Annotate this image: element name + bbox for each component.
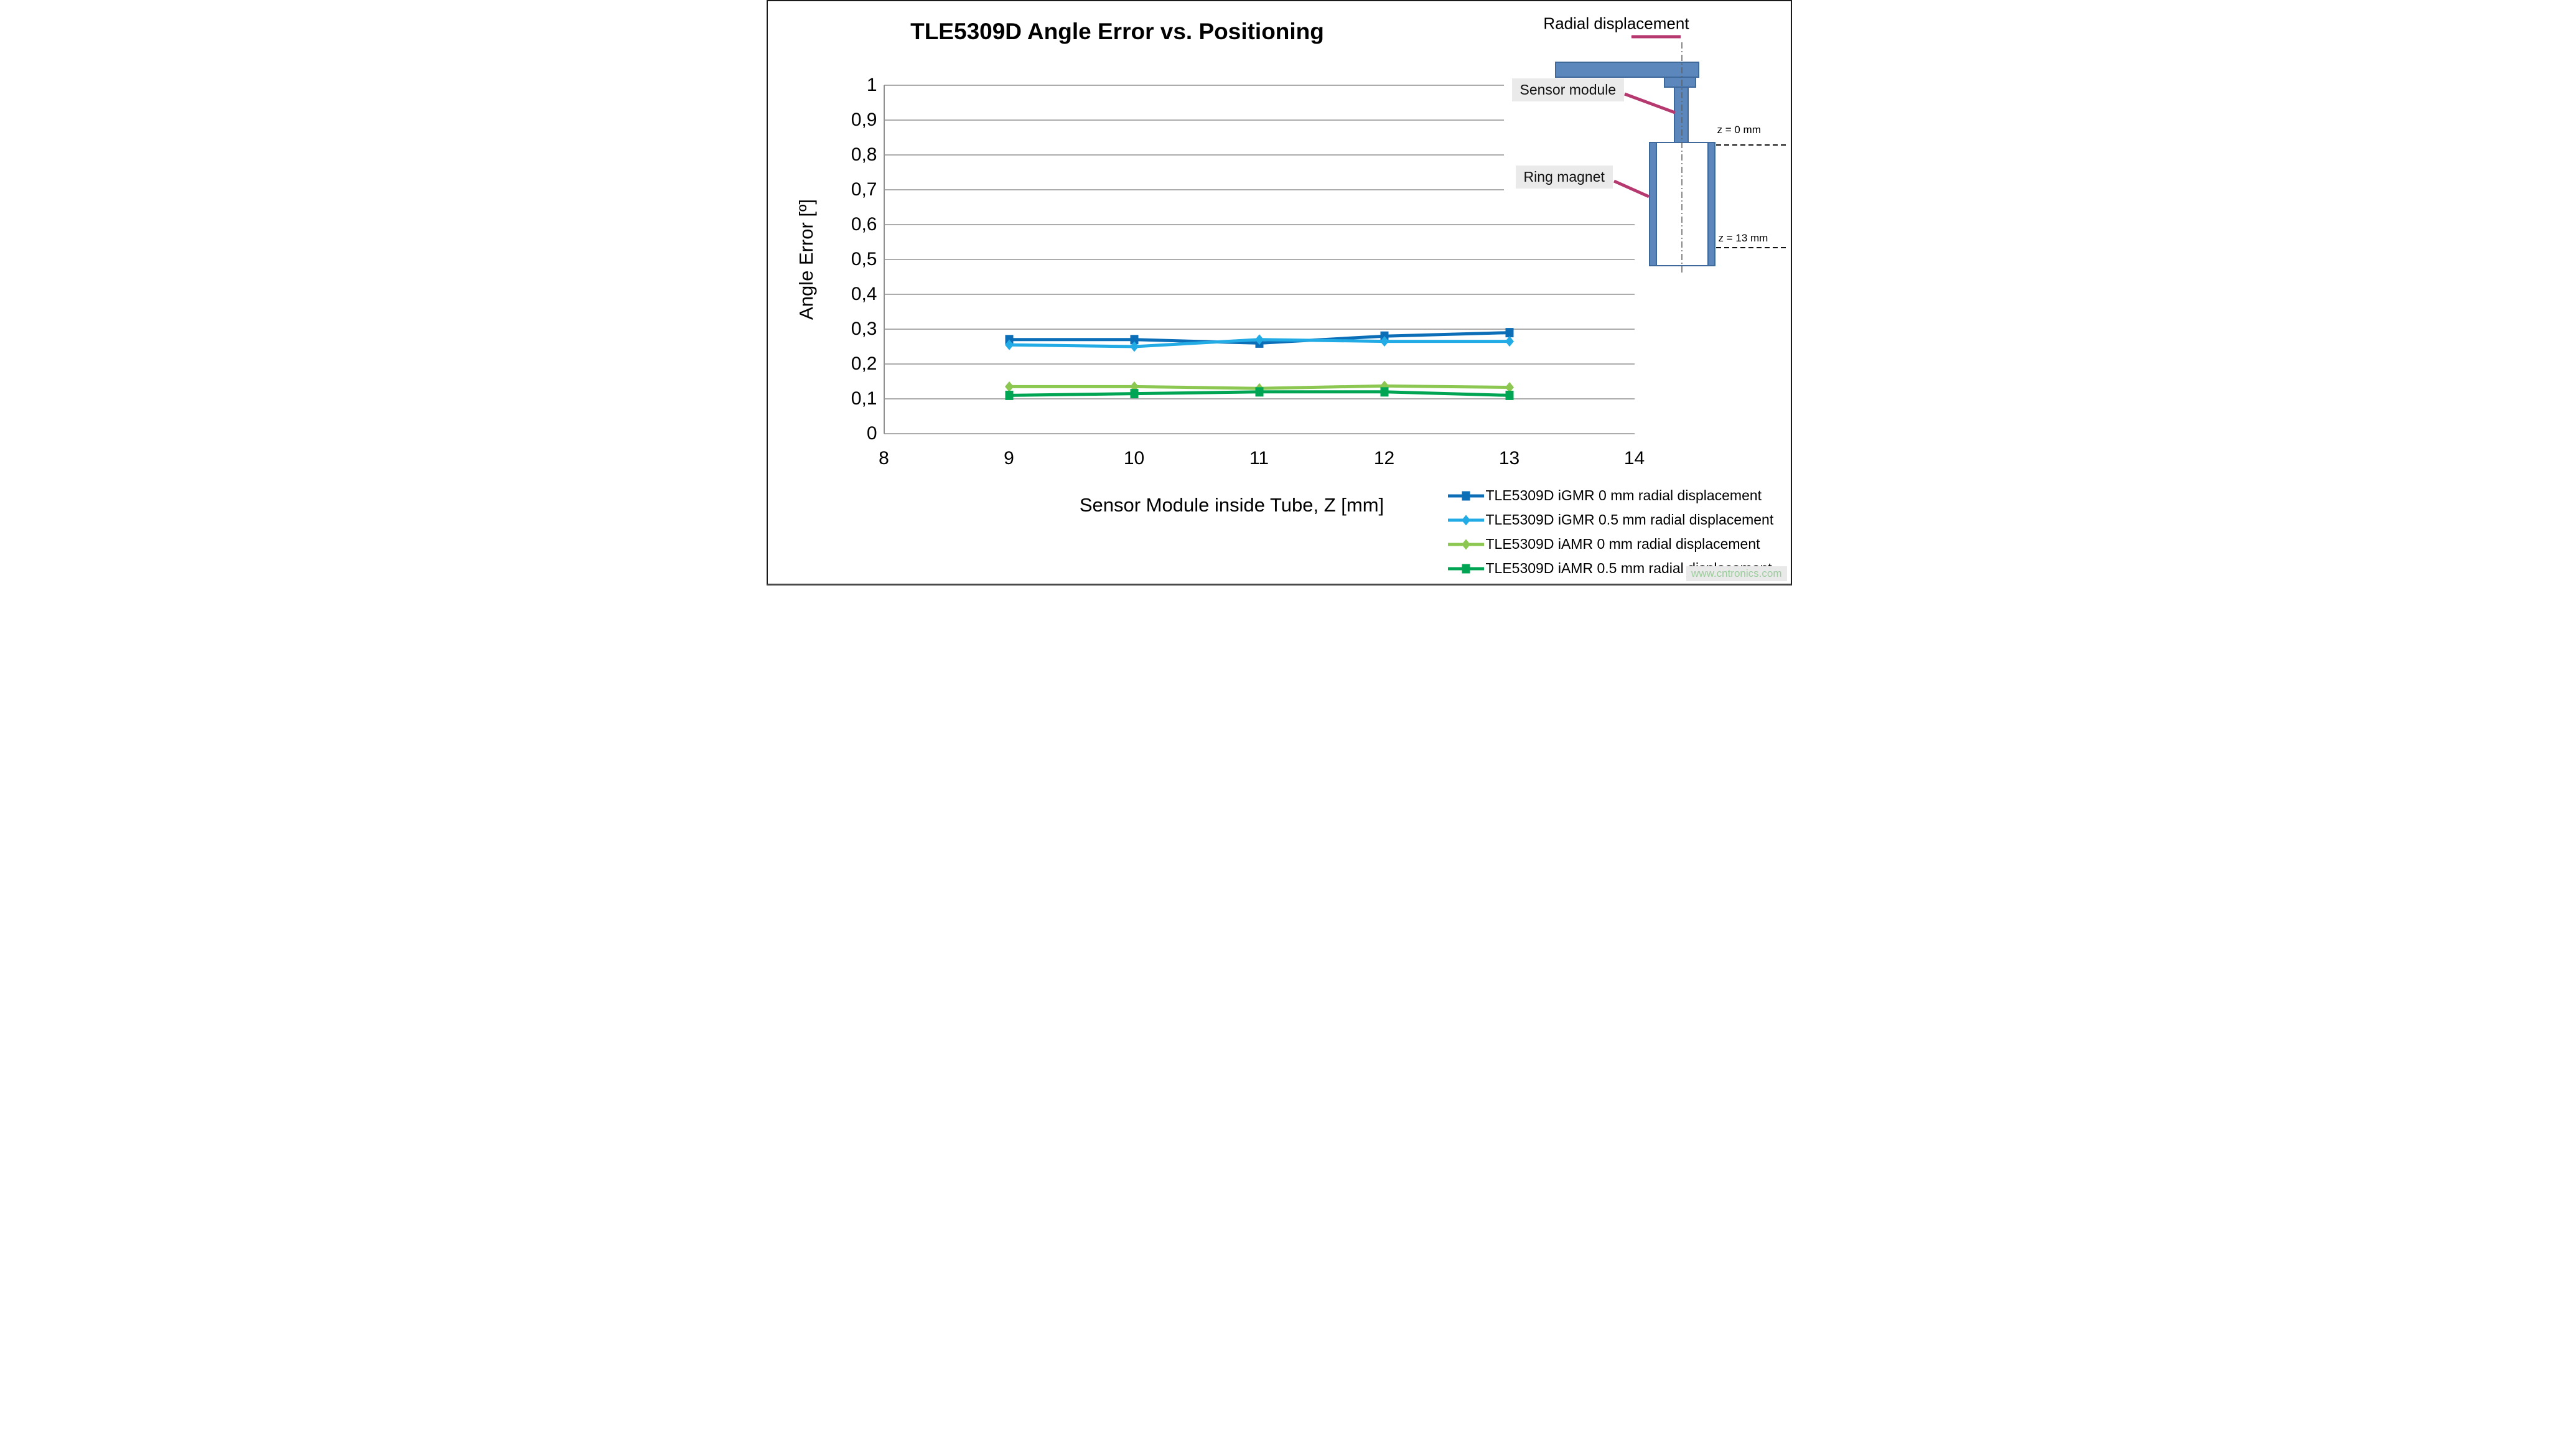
watermark: www.cntronics.com: [1686, 566, 1787, 581]
chart-plot-area: [883, 85, 1635, 434]
diagram-arm-bar: [1554, 62, 1699, 78]
series-2-marker: [1379, 380, 1389, 391]
series-2-marker: [1004, 381, 1014, 392]
legend-label: TLE5309D iAMR 0 mm radial displacement: [1485, 536, 1760, 552]
y-tick-label: 1: [866, 75, 877, 95]
legend-item: TLE5309D iAMR 0 mm radial displacement: [1447, 532, 1774, 556]
series-1-marker: [1129, 341, 1139, 352]
legend-label: TLE5309D iGMR 0 mm radial displacement: [1485, 487, 1762, 503]
series-0-marker: [1505, 328, 1513, 338]
series-1-marker: [1254, 334, 1264, 345]
chart-title: TLE5309D Angle Error vs. Positioning: [910, 19, 1324, 44]
legend-item: TLE5309D iGMR 0 mm radial displacement: [1447, 483, 1774, 508]
y-tick-label: 0,9: [851, 110, 877, 130]
legend-marker-icon: [1447, 515, 1484, 525]
x-tick-label: 9: [1004, 448, 1014, 469]
series-3-marker: [1255, 387, 1263, 397]
legend-marker-icon: [1447, 564, 1484, 573]
z0-label: z = 0 mm: [1717, 124, 1761, 136]
legend-item: TLE5309D iGMR 0.5 mm radial displacement: [1447, 508, 1774, 532]
series-0-marker: [1130, 335, 1138, 345]
x-tick-label: 14: [1623, 448, 1645, 469]
series-1-marker: [1004, 339, 1014, 350]
x-tick-label: 12: [1373, 448, 1395, 469]
y-tick-label: 0,1: [851, 388, 877, 409]
diagram-sensor-rod: [1673, 86, 1689, 144]
sensor-module-pointer-arrow: [1623, 92, 1676, 114]
ring-magnet-label: Ring magnet: [1515, 166, 1613, 189]
series-3-marker: [1130, 389, 1138, 399]
series-2-marker: [1129, 381, 1139, 392]
y-tick-label: 0,8: [851, 144, 877, 165]
series-3-marker: [1380, 387, 1388, 397]
x-tick-label: 11: [1249, 448, 1269, 469]
series-3-marker: [1005, 390, 1013, 400]
y-tick-label: 0,6: [851, 214, 877, 235]
series-1-marker: [1505, 336, 1514, 347]
diagram-tube-left-wall: [1648, 142, 1657, 266]
x-tick-label: 13: [1498, 448, 1520, 469]
x-axis-title: Sensor Module inside Tube, Z [mm]: [1079, 494, 1384, 516]
sensor-module-label: Sensor module: [1511, 78, 1625, 101]
ring-magnet-pointer-arrow: [1613, 179, 1650, 198]
radial-displacement-label: Radial displacement: [1543, 14, 1689, 33]
chart-canvas: TLE5309D Angle Error vs. Positioning Ang…: [766, 0, 1792, 586]
x-tick-label: 8: [879, 448, 889, 469]
legend-marker-icon: [1447, 539, 1484, 549]
setup-diagram-drawing: [1554, 35, 1788, 275]
y-tick-label: 0,3: [851, 319, 877, 339]
y-tick-label: 0,4: [851, 284, 877, 304]
diagram-mount-block: [1663, 77, 1696, 88]
y-tick-label: 0,7: [851, 179, 877, 200]
series-2-marker: [1505, 382, 1514, 393]
chart-legend: TLE5309D iGMR 0 mm radial displacement TL…: [1447, 483, 1774, 581]
y-tick-label: 0: [866, 423, 877, 444]
setup-diagram: Radial displacement Sensor module Ring m…: [1502, 1, 1791, 281]
legend-label: TLE5309D iGMR 0.5 mm radial displacement: [1485, 511, 1774, 528]
x-tick-label: 10: [1123, 448, 1145, 469]
series-3-marker: [1505, 390, 1513, 400]
series-1-marker: [1379, 336, 1389, 347]
z13-label: z = 13 mm: [1718, 232, 1768, 244]
legend-marker-icon: [1447, 491, 1484, 500]
diagram-tube-right-wall: [1707, 142, 1715, 266]
y-tick-label: 0,2: [851, 353, 877, 374]
y-tick-label: 0,5: [851, 249, 877, 269]
